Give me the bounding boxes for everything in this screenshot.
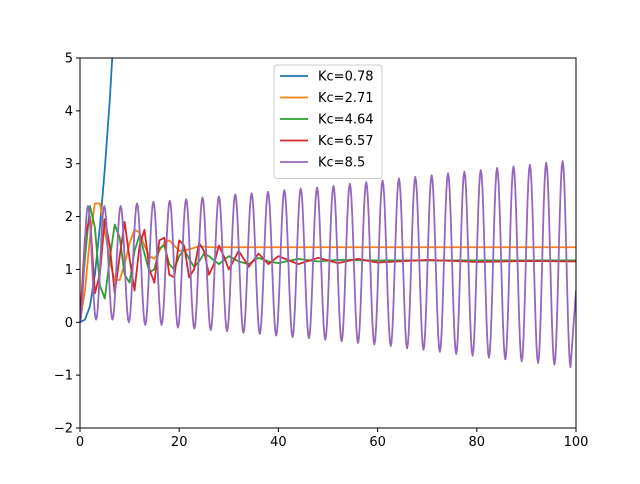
x-tick-label: 20 [171, 435, 188, 450]
x-tick-label: 80 [469, 435, 486, 450]
series-layer [80, 58, 576, 369]
series-line-0 [80, 58, 114, 324]
x-tick-label: 60 [369, 435, 386, 450]
y-tick-label: 2 [65, 210, 73, 225]
x-tick-label: 100 [564, 435, 589, 450]
legend-box [273, 64, 383, 179]
y-axis: −2 −1 0 1 2 3 4 5 [54, 52, 80, 437]
legend-label: Kc=6.57 [318, 134, 374, 149]
legend-label: Kc=8.5 [318, 156, 365, 171]
legend: Kc=0.78 Kc=2.71 Kc=4.64 Kc=6.57 Kc=8.5 [273, 64, 383, 179]
legend-label: Kc=0.78 [318, 70, 374, 85]
series-line-2 [80, 205, 576, 323]
y-tick-label: 0 [65, 316, 73, 331]
y-tick-label: 4 [65, 104, 73, 119]
legend-label: Kc=4.64 [318, 113, 374, 128]
x-tick-label: 0 [76, 435, 84, 450]
y-tick-label: 3 [65, 157, 73, 172]
series-line-4 [80, 160, 576, 369]
x-tick-label: 40 [270, 435, 287, 450]
y-tick-label: −2 [54, 422, 73, 437]
legend-label: Kc=2.71 [318, 91, 374, 106]
plot-frame [79, 57, 577, 429]
y-tick-label: 1 [65, 263, 73, 278]
y-tick-label: −1 [54, 369, 73, 384]
y-tick-label: 5 [65, 52, 73, 67]
x-axis: 0 20 40 60 80 100 [76, 428, 589, 450]
